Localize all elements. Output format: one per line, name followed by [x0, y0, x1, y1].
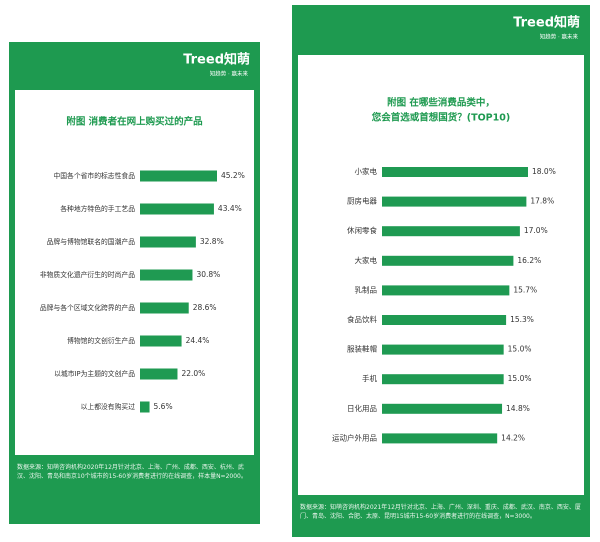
- bar: [382, 315, 507, 325]
- source-note: 数据来源：知萌咨询机构2020年12月针对北京、上海、广州、成都、西安、杭州、武…: [17, 464, 247, 480]
- value-label: 32.8%: [200, 237, 224, 246]
- bar: [382, 196, 527, 207]
- value-label: 30.8%: [196, 270, 220, 279]
- category-label: 运动户外用品: [332, 432, 377, 442]
- brand-tagline: 知趋势 · 赢未来: [540, 33, 579, 41]
- category-label: 日化用品: [347, 403, 377, 413]
- category-label: 乳制品: [355, 284, 378, 294]
- value-label: 28.6%: [193, 303, 217, 312]
- category-label: 以城市IP为主题的文创产品: [54, 369, 135, 378]
- category-label: 厨房电器: [347, 196, 377, 206]
- category-label: 以上都没有购买过: [81, 402, 136, 411]
- category-label: 食品饮料: [347, 314, 377, 324]
- category-label: 品牌与博物馆联名的国潮产品: [47, 237, 136, 246]
- category-label: 博物馆的文创衍生产品: [67, 336, 135, 345]
- chart-title: 附图 在哪些消费品类中，: [387, 97, 495, 109]
- value-label: 5.6%: [154, 402, 173, 411]
- value-label: 24.4%: [186, 336, 210, 345]
- bar: [382, 344, 504, 355]
- bar: [382, 433, 498, 444]
- bar: [140, 335, 182, 347]
- value-label: 18.0%: [532, 167, 556, 176]
- bar: [140, 203, 214, 215]
- brand-tagline: 知趋势 · 赢未来: [210, 70, 249, 78]
- bar: [140, 368, 178, 380]
- value-label: 17.0%: [524, 226, 548, 235]
- value-label: 15.7%: [513, 285, 537, 294]
- category-label: 中国各个省市的标志性食品: [53, 171, 135, 180]
- category-label: 小家电: [355, 166, 378, 176]
- value-label: 22.0%: [181, 369, 205, 378]
- source-note: 数据来源：知萌咨询机构2021年12月针对北京、上海、广州、深圳、重庆、成都、武…: [300, 504, 581, 520]
- source-box: 数据来源：知萌咨询机构2021年12月针对北京、上海、广州、深圳、重庆、成都、武…: [300, 504, 581, 520]
- bar: [382, 226, 520, 237]
- bar: [382, 167, 528, 177]
- bar: [382, 374, 504, 385]
- value-label: 16.2%: [517, 256, 541, 265]
- bar: [140, 269, 193, 281]
- chart-title: 您会首选或首想国货？(TOP10): [372, 112, 510, 124]
- category-label: 品牌与各个区域文化跨界的产品: [40, 303, 135, 312]
- bar: [382, 255, 514, 266]
- bar: [140, 302, 189, 314]
- value-label: 14.2%: [501, 433, 525, 442]
- brand-logo: Treed知萌: [183, 52, 250, 68]
- category-label: 非物质文化遗产衍生的时尚产品: [40, 270, 135, 279]
- value-label: 17.8%: [530, 197, 554, 206]
- value-label: 14.8%: [506, 404, 530, 413]
- category-label: 各种地方特色的手工艺品: [60, 204, 135, 213]
- source-box: 数据来源：知萌咨询机构2020年12月针对北京、上海、广州、成都、西安、杭州、武…: [17, 464, 247, 480]
- value-label: 45.2%: [221, 171, 245, 180]
- brand-logo: Treed知萌: [513, 15, 580, 31]
- bar: [140, 236, 196, 248]
- value-label: 15.0%: [508, 345, 532, 354]
- bar: [140, 170, 217, 182]
- value-label: 15.0%: [508, 374, 532, 383]
- card-body: [15, 90, 254, 455]
- bar: [382, 403, 503, 414]
- category-label: 休闲零食: [347, 225, 377, 235]
- chart-title: 附图 消费者在网上购买过的产品: [66, 116, 202, 128]
- category-label: 服装鞋帽: [347, 344, 377, 354]
- value-label: 15.3%: [510, 315, 534, 324]
- card-body: [298, 55, 584, 495]
- category-label: 手机: [362, 373, 377, 383]
- category-label: 大家电: [355, 255, 378, 265]
- bar: [382, 285, 510, 296]
- bar: [140, 401, 150, 413]
- value-label: 43.4%: [218, 204, 242, 213]
